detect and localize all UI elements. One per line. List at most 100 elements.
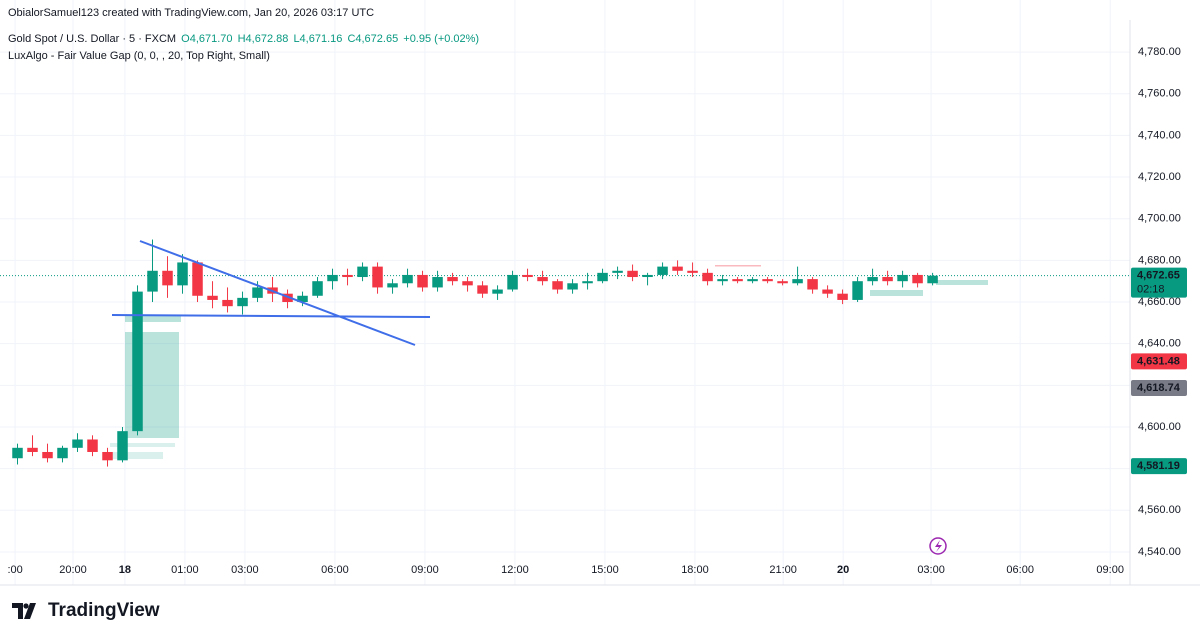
fvg-box — [110, 452, 163, 459]
candle-body — [207, 295, 218, 300]
x-tick-label: 03:00 — [231, 564, 259, 576]
candle-body — [567, 283, 578, 290]
candle-body — [132, 291, 143, 432]
x-tick-label: :00 — [7, 564, 22, 576]
y-tick-label: 4,680.00 — [1138, 254, 1181, 266]
price-label: 4,618.74 — [1137, 382, 1181, 394]
trend-lines — [111, 240, 431, 346]
price-label: 4,581.19 — [1137, 460, 1180, 472]
candle-body — [297, 295, 308, 303]
x-tick-label: 03:00 — [917, 564, 945, 576]
candle-body — [717, 279, 728, 282]
y-tick-label: 4,600.00 — [1138, 421, 1181, 433]
event-icon[interactable] — [929, 537, 947, 555]
candle-body — [462, 281, 473, 286]
ohlc-high: H4,672.88 — [237, 33, 289, 45]
symbol: Gold Spot / U.S. Dollar · 5 · FXCM — [8, 33, 177, 45]
candle-body — [897, 274, 908, 282]
candle-body — [807, 279, 818, 290]
x-tick-label: 01:00 — [171, 564, 199, 576]
candle-body — [912, 274, 923, 284]
candle-body — [657, 266, 668, 275]
candle-body — [687, 270, 698, 273]
ohlc-low: L4,671.16 — [293, 33, 343, 45]
candle-body — [852, 281, 863, 300]
candle-body — [597, 272, 608, 282]
candle-body — [867, 277, 878, 282]
price-label-box — [1131, 353, 1187, 370]
candle-body — [837, 293, 848, 300]
brand-logo — [12, 603, 36, 619]
candle-body — [552, 281, 563, 290]
indicator-legend: LuxAlgo - Fair Value Gap (0, 0, , 20, To… — [8, 50, 270, 62]
brand: TradingView — [12, 600, 160, 622]
trend-line — [139, 240, 416, 346]
candle-body — [12, 447, 23, 459]
candle-body — [582, 281, 593, 284]
candle-body — [192, 262, 203, 296]
x-tick-label: 09:00 — [411, 564, 439, 576]
price-label-box — [1131, 458, 1187, 475]
x-tick-label: 15:00 — [591, 564, 619, 576]
y-tick-label: 4,660.00 — [1138, 296, 1181, 308]
y-tick-label: 4,760.00 — [1138, 88, 1181, 100]
candle-body — [327, 274, 338, 282]
candle-body — [252, 287, 263, 298]
candle-body — [747, 279, 758, 282]
price-label-box — [1131, 267, 1187, 298]
candle-body — [237, 297, 248, 307]
x-tick-label: 12:00 — [501, 564, 529, 576]
candle-body — [42, 451, 53, 459]
fvg-box — [715, 265, 761, 267]
price-label: 4,631.48 — [1137, 355, 1180, 367]
fvg-box — [936, 280, 988, 285]
candle-body — [162, 270, 173, 286]
x-tick-label: 18:00 — [681, 564, 709, 576]
price-label-box — [1131, 379, 1187, 396]
candle-body — [117, 431, 128, 461]
candle-body — [882, 277, 893, 282]
candle-body — [447, 277, 458, 282]
y-tick-label: 4,540.00 — [1138, 546, 1181, 558]
candle-body — [792, 279, 803, 284]
candle-body — [672, 266, 683, 271]
fvg-box — [110, 443, 175, 447]
x-tick-label: 21:00 — [769, 564, 797, 576]
candle-body — [822, 289, 833, 294]
brand-text: TradingView — [48, 600, 160, 621]
candle-body — [387, 283, 398, 288]
candle-body — [177, 262, 188, 286]
y-tick-label: 4,740.00 — [1138, 129, 1181, 141]
candle-body — [612, 270, 623, 273]
trend-line — [111, 314, 431, 318]
candle-body — [27, 447, 38, 452]
ohlc-close: C4,672.65 — [347, 33, 399, 45]
fvg-box — [125, 316, 181, 322]
candle-body — [432, 277, 443, 288]
candle-body — [537, 277, 548, 282]
candle-body — [927, 275, 938, 284]
y-tick-label: 4,640.00 — [1138, 338, 1181, 350]
change: +0.95 (+0.02%) — [403, 33, 480, 45]
x-tick-label: 20:00 — [59, 564, 87, 576]
y-tick-label: 4,560.00 — [1138, 504, 1181, 516]
candle-body — [522, 274, 533, 278]
candle-body — [312, 281, 323, 296]
candle-body — [732, 279, 743, 282]
ohlc-open: O4,671.70 — [181, 33, 233, 45]
candle-body — [777, 281, 788, 284]
candle-body — [57, 447, 68, 459]
event-icon-bolt — [935, 540, 942, 552]
x-tick-label: 09:00 — [1096, 564, 1124, 576]
candle-body — [72, 439, 83, 448]
credit: ObialorSamuel123 created with TradingVie… — [8, 7, 375, 19]
countdown: 02:18 — [1137, 284, 1165, 296]
y-tick-label: 4,700.00 — [1138, 213, 1181, 225]
candle-body — [477, 285, 488, 294]
y-tick-label: 4,780.00 — [1138, 46, 1181, 58]
x-tick-label: 06:00 — [321, 564, 349, 576]
candle-body — [147, 270, 158, 292]
x-tick-label: 20 — [837, 564, 849, 576]
